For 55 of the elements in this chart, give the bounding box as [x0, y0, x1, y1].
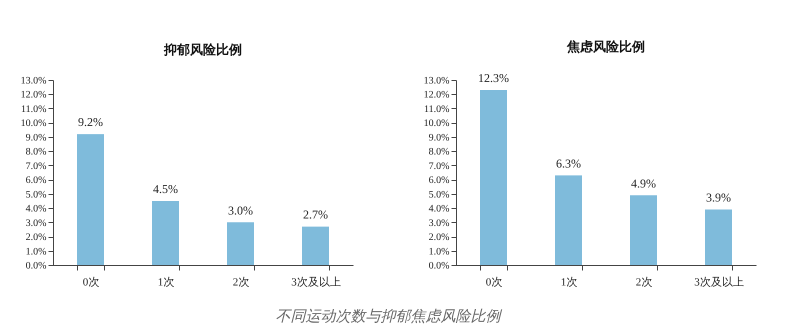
y-tick-label: 1.0% — [26, 246, 46, 258]
x-tick-label: 0次 — [82, 276, 100, 288]
bar — [555, 175, 582, 265]
x-tick-label: 2次 — [636, 276, 652, 288]
y-tick-label: 13.0% — [424, 76, 450, 86]
y-tick-label: 4.0% — [428, 204, 450, 215]
x-tick-label: 1次 — [560, 276, 578, 288]
chart-title: 焦虑风险比例 — [566, 38, 645, 54]
y-tick-label: 0.0% — [428, 260, 450, 272]
chart-title: 抑郁风险比例 — [163, 42, 242, 57]
data-label: 3.9% — [706, 190, 731, 204]
data-label: 9.2% — [78, 115, 103, 130]
bar — [705, 210, 732, 265]
data-label: 4.5% — [153, 182, 178, 196]
data-label: 6.3% — [556, 156, 581, 170]
x-tick-label: 3次及以上 — [694, 276, 744, 288]
y-tick-label: 1.0% — [428, 246, 450, 258]
data-label: 12.3% — [478, 70, 509, 85]
y-tick-label: 8.0% — [26, 146, 46, 158]
y-tick-label: 12.0% — [424, 90, 450, 101]
y-tick-label: 13.0% — [20, 76, 46, 86]
x-tick-label: 0次 — [486, 276, 502, 288]
y-tick-label: 8.0% — [428, 146, 450, 158]
y-tick-label: 7.0% — [26, 160, 46, 172]
data-label: 4.9% — [631, 176, 656, 190]
data-label: 3.0% — [228, 203, 253, 218]
y-tick-label: 9.0% — [26, 132, 46, 144]
x-tick-label: 3次及以上 — [291, 276, 341, 288]
bar — [77, 134, 104, 265]
bar — [227, 222, 254, 265]
y-tick-label: 7.0% — [428, 160, 450, 172]
x-tick-label: 1次 — [158, 276, 174, 288]
text: 不同运动次数与抑郁焦虑风险比例 — [276, 307, 503, 325]
y-tick-label: 3.0% — [26, 218, 46, 229]
y-tick-label: 2.0% — [428, 232, 450, 244]
y-tick-label: 3.0% — [428, 218, 450, 229]
y-tick-label: 9.0% — [428, 132, 450, 144]
y-tick-label: 10.0% — [424, 118, 450, 130]
bar — [480, 90, 507, 265]
y-tick-label: 0.0% — [26, 260, 46, 272]
bar — [630, 195, 657, 265]
x-tick-label: 2次 — [232, 276, 250, 288]
y-tick-label: 5.0% — [428, 189, 450, 200]
y-tick-label: 4.0% — [26, 204, 46, 215]
y-tick-label: 5.0% — [26, 189, 46, 200]
bar — [152, 200, 179, 265]
y-tick-label: 6.0% — [26, 175, 46, 186]
y-tick-label: 2.0% — [26, 232, 46, 244]
y-tick-label: 6.0% — [428, 175, 450, 186]
y-tick-label: 12.0% — [20, 90, 46, 101]
y-tick-label: 11.0% — [424, 104, 450, 115]
y-tick-label: 10.0% — [20, 118, 46, 130]
y-tick-label: 11.0% — [21, 104, 46, 115]
bar — [302, 226, 329, 265]
data-label: 2.7% — [303, 208, 328, 222]
